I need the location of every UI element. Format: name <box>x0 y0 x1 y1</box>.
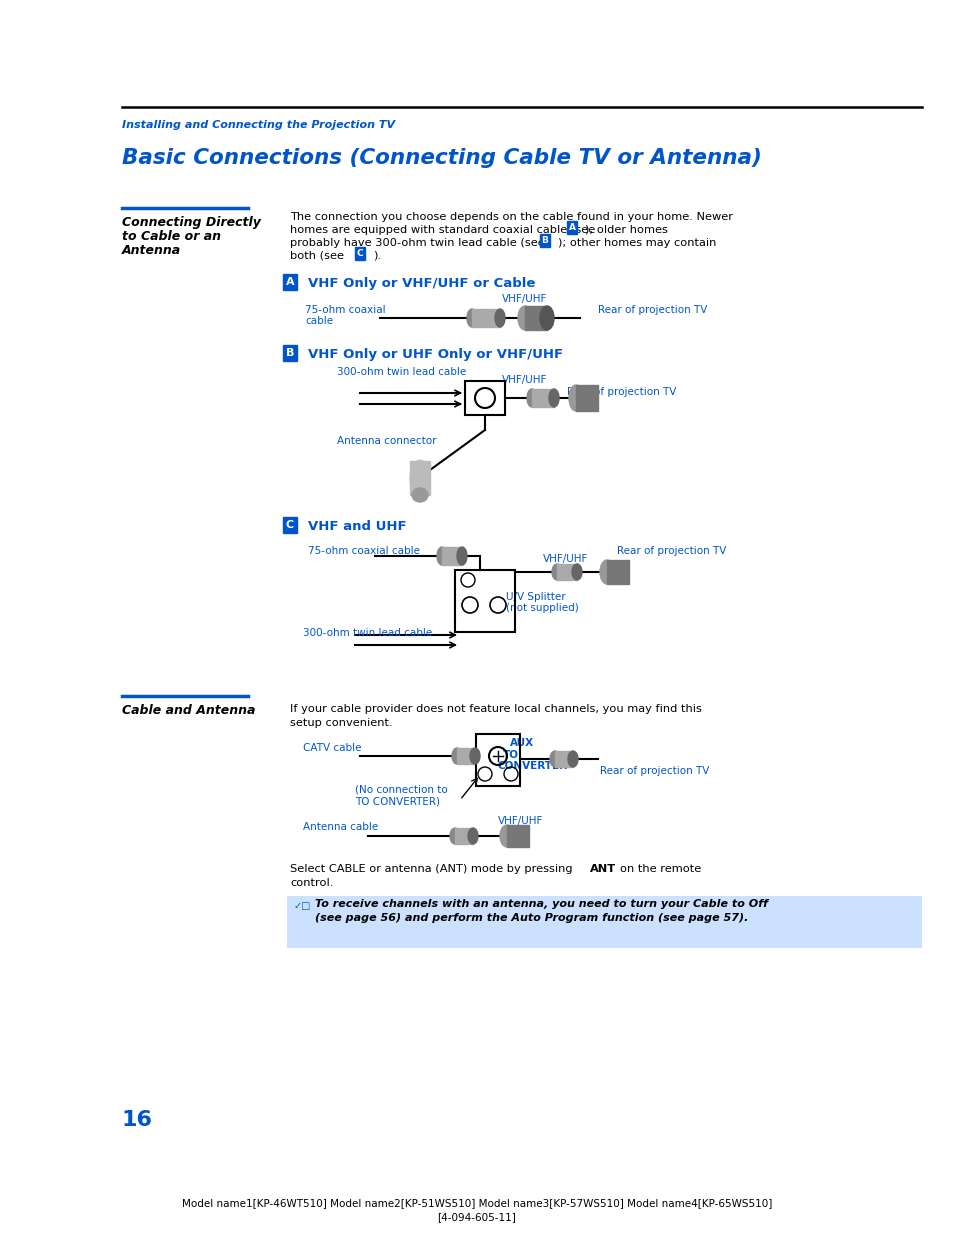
Bar <box>524 306 546 330</box>
Text: 75-ohm coaxial cable: 75-ohm coaxial cable <box>308 546 419 556</box>
Text: ✓□: ✓□ <box>294 902 311 911</box>
Text: (see page 56) and perform the Auto Program function (see page 57).: (see page 56) and perform the Auto Progr… <box>314 913 747 923</box>
Text: Basic Connections (Connecting Cable TV or Antenna): Basic Connections (Connecting Cable TV o… <box>122 148 761 168</box>
Bar <box>557 564 577 580</box>
Bar <box>506 825 529 847</box>
Text: 300-ohm twin lead cable: 300-ohm twin lead cable <box>336 367 466 377</box>
Text: A: A <box>568 224 575 232</box>
Text: U/V Splitter: U/V Splitter <box>505 592 565 601</box>
Text: Select CABLE or antenna (ANT) mode by pressing: Select CABLE or antenna (ANT) mode by pr… <box>290 864 576 874</box>
Ellipse shape <box>456 547 467 564</box>
Ellipse shape <box>550 751 559 767</box>
Bar <box>532 389 554 408</box>
Text: Cable and Antenna: Cable and Antenna <box>122 704 255 718</box>
Text: ANT: ANT <box>589 864 616 874</box>
Bar <box>576 385 598 411</box>
Text: To receive channels with an antenna, you need to turn your Cable to Off: To receive channels with an antenna, you… <box>314 899 767 909</box>
Ellipse shape <box>412 488 428 501</box>
Text: probably have 300-ohm twin lead cable (see: probably have 300-ohm twin lead cable (s… <box>290 238 544 248</box>
Text: VHF and UHF: VHF and UHF <box>308 520 406 534</box>
Text: Antenna connector: Antenna connector <box>336 436 436 446</box>
Text: homes are equipped with standard coaxial cable (see: homes are equipped with standard coaxial… <box>290 225 595 235</box>
Text: setup convenient.: setup convenient. <box>290 718 393 727</box>
Text: ); other homes may contain: ); other homes may contain <box>558 238 716 248</box>
Text: The connection you choose depends on the cable found in your home. Newer: The connection you choose depends on the… <box>290 212 732 222</box>
Text: (not supplied): (not supplied) <box>505 603 578 613</box>
Text: VHF Only or VHF/UHF or Cable: VHF Only or VHF/UHF or Cable <box>308 277 535 290</box>
Ellipse shape <box>468 827 477 844</box>
Bar <box>606 559 628 584</box>
Bar <box>464 382 504 415</box>
Bar <box>455 827 473 844</box>
Text: ); older homes: ); older homes <box>584 225 667 235</box>
Bar <box>456 748 475 764</box>
Text: TO CONVERTER): TO CONVERTER) <box>355 797 439 806</box>
Ellipse shape <box>450 827 459 844</box>
Ellipse shape <box>499 825 514 847</box>
Text: CONVERTER: CONVERTER <box>497 761 568 771</box>
Text: Rear of projection TV: Rear of projection TV <box>598 305 706 315</box>
Text: C: C <box>286 520 294 530</box>
Text: TO: TO <box>502 750 518 760</box>
Text: B: B <box>541 236 548 245</box>
Ellipse shape <box>568 385 582 411</box>
Text: [4-094-605-11]: [4-094-605-11] <box>437 1212 516 1221</box>
Ellipse shape <box>470 748 479 764</box>
Text: AUX: AUX <box>510 739 534 748</box>
Bar <box>555 751 573 767</box>
Ellipse shape <box>467 309 476 327</box>
Text: 300-ohm twin lead cable: 300-ohm twin lead cable <box>303 629 432 638</box>
Text: Antenna: Antenna <box>122 245 181 257</box>
Text: cable: cable <box>305 316 333 326</box>
Bar <box>441 547 461 564</box>
Text: to Cable or an: to Cable or an <box>122 230 221 243</box>
Text: both (see: both (see <box>290 251 344 261</box>
Ellipse shape <box>552 564 561 580</box>
Text: Model name1[KP-46WT510] Model name2[KP-51WS510] Model name3[KP-57WS510] Model na: Model name1[KP-46WT510] Model name2[KP-5… <box>182 1198 771 1208</box>
Ellipse shape <box>526 389 537 408</box>
Text: CATV cable: CATV cable <box>303 743 361 753</box>
Ellipse shape <box>436 547 447 564</box>
Text: Installing and Connecting the Projection TV: Installing and Connecting the Projection… <box>122 120 395 130</box>
Ellipse shape <box>572 564 581 580</box>
Ellipse shape <box>452 748 461 764</box>
Text: control.: control. <box>290 878 333 888</box>
Bar <box>410 461 430 495</box>
Text: (No connection to: (No connection to <box>355 784 447 794</box>
Text: VHF/UHF: VHF/UHF <box>501 375 547 385</box>
Ellipse shape <box>548 389 558 408</box>
Text: VHF/UHF: VHF/UHF <box>501 294 547 304</box>
Text: C: C <box>356 249 363 258</box>
Text: 16: 16 <box>122 1110 152 1130</box>
Text: B: B <box>286 348 294 358</box>
Ellipse shape <box>410 459 430 496</box>
Text: ).: ). <box>373 251 380 261</box>
Text: Rear of projection TV: Rear of projection TV <box>566 387 676 396</box>
Text: 75-ohm coaxial: 75-ohm coaxial <box>305 305 385 315</box>
Bar <box>476 734 519 785</box>
Text: VHF/UHF: VHF/UHF <box>497 816 543 826</box>
Text: A: A <box>285 277 294 287</box>
Text: VHF/UHF: VHF/UHF <box>542 555 588 564</box>
Bar <box>472 309 499 327</box>
Bar <box>287 897 921 948</box>
Ellipse shape <box>517 306 532 330</box>
Ellipse shape <box>539 306 554 330</box>
Ellipse shape <box>599 559 614 584</box>
Text: VHF Only or UHF Only or VHF/UHF: VHF Only or UHF Only or VHF/UHF <box>308 348 562 361</box>
Text: If your cable provider does not feature local channels, you may find this: If your cable provider does not feature … <box>290 704 701 714</box>
Text: Rear of projection TV: Rear of projection TV <box>617 546 725 556</box>
Text: on the remote: on the remote <box>619 864 700 874</box>
Ellipse shape <box>495 309 504 327</box>
Text: Antenna cable: Antenna cable <box>303 823 377 832</box>
Text: Rear of projection TV: Rear of projection TV <box>599 766 709 776</box>
Bar <box>455 571 515 632</box>
Ellipse shape <box>567 751 578 767</box>
Text: Connecting Directly: Connecting Directly <box>122 216 260 228</box>
